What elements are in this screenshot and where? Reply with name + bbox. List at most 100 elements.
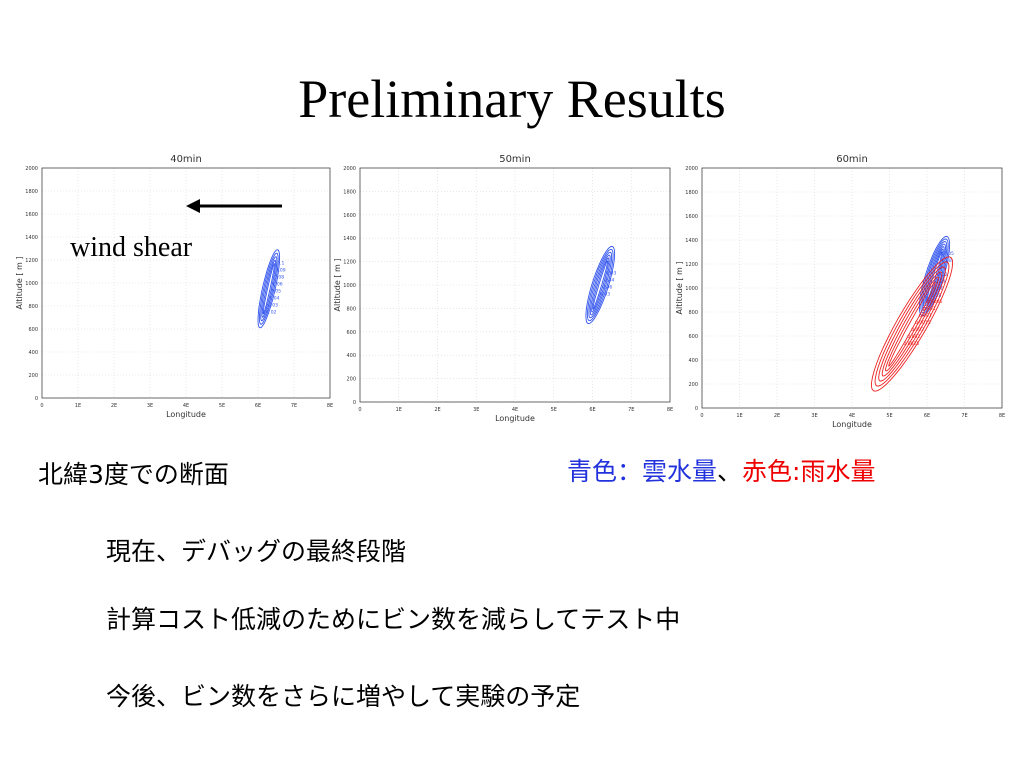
y-tick-label: 1400 (25, 235, 38, 241)
y-tick-label: 1000 (685, 286, 698, 292)
y-tick-label: 1200 (685, 262, 698, 268)
plot-frame (41, 167, 331, 399)
plot-60min-svg: 60min 0 200 400 600 800 1000 1200 1400 1600 1800 20… (675, 154, 1005, 429)
legend-separator: 、 (717, 457, 743, 486)
y-tick-label: 0 (695, 406, 698, 412)
plot-frame (359, 167, 671, 403)
y-tick-label: 1600 (685, 214, 698, 220)
x-tick-label: 0 (700, 413, 703, 419)
contour-line (924, 246, 945, 306)
y-tick-label: 1800 (343, 189, 356, 195)
x-tick-label: 1E (75, 403, 81, 409)
contour-label: 0.08 (942, 258, 952, 264)
x-tick-label: 4E (849, 413, 855, 419)
x-axis-label: Longitude (832, 420, 872, 429)
cloud_water-contours: 0.10.090.080.060.050.040.030.02 (257, 249, 286, 329)
contour-label: 0.05 (271, 288, 281, 294)
y-tick-label: 1400 (343, 236, 356, 242)
plot-frame (701, 167, 1003, 409)
y-tick-label: 2000 (685, 166, 698, 172)
y-tick-label: 600 (346, 330, 356, 336)
y-tick-label: 400 (28, 350, 38, 356)
cloud_water-contours: 0.030.040.060.03 (585, 245, 617, 325)
contour-line (870, 256, 954, 392)
slide-title: Preliminary Results (298, 69, 726, 129)
contour-line (878, 266, 946, 382)
chart-title: 50min (499, 154, 531, 165)
y-tick-label: 1800 (25, 189, 38, 195)
y-tick-label: 400 (688, 358, 698, 364)
y-tick-label: 2000 (25, 166, 38, 172)
wind-shear-label: wind shear (70, 232, 193, 263)
y-tick-label: 1400 (685, 238, 698, 244)
legend-cloud-water: 青色：雲水量 (567, 457, 718, 486)
y-tick-label: 1800 (685, 190, 698, 196)
y-tick-label: 1000 (25, 281, 38, 287)
contour-line (585, 245, 616, 325)
y-tick-label: 0 (353, 400, 356, 406)
section-label: 北緯3度での断面 (38, 460, 229, 489)
contour-label: 0.0025 (903, 341, 919, 347)
x-tick-label: 6E (589, 407, 595, 413)
contour-label: 0.12 (938, 272, 948, 278)
contour-line (921, 241, 948, 311)
chart-title: 60min (836, 154, 868, 165)
contour-label: 0.0005 (927, 299, 943, 305)
x-tick-label: 7E (291, 403, 297, 409)
contour-line (591, 257, 610, 313)
x-tick-label: 7E (961, 413, 967, 419)
y-tick-label: 600 (28, 327, 38, 333)
y-axis-label: Altitude [ m ] (333, 259, 342, 312)
plot-40min-svg: 40min 0 200 400 600 800 1000 1200 1400 1600 1800 20… (15, 154, 333, 419)
plot-60min: 60min 0 200 400 600 800 1000 1200 1400 1600 1800 20… (672, 150, 1012, 432)
bullet-item: 現在、デバッグの最終段階 (106, 537, 407, 566)
y-tick-label: 800 (688, 310, 698, 316)
contour-label: 0.04 (269, 295, 279, 301)
contour-line (589, 254, 611, 316)
contour-label: 0.03 (268, 302, 278, 308)
contour-label: 0.001 (923, 306, 936, 312)
plot-50min-svg: 50min 0 200 400 600 800 1000 1200 1400 1600 1800 20… (333, 154, 673, 423)
x-tick-label: 3E (147, 403, 153, 409)
x-tick-label: 8E (327, 403, 333, 409)
wind-shear-arrow-icon (186, 199, 282, 213)
x-tick-label: 1E (396, 407, 402, 413)
contour-label: 0.002 (911, 327, 924, 333)
bullet-item: 計算コスト低減のためにビン数を減らしてテスト中 (106, 605, 681, 634)
contour-label: 0.02 (266, 309, 276, 315)
y-tick-label: 1000 (343, 283, 356, 289)
x-tick-label: 5E (886, 413, 892, 419)
contour-label: 0.03 (606, 271, 616, 277)
contour-label: 0.06 (602, 285, 612, 291)
contour-label: 0.08 (274, 274, 284, 280)
y-tick-label: 1600 (25, 212, 38, 218)
y-tick-label: 1200 (25, 258, 38, 264)
contour-label: 0.16 (933, 286, 943, 292)
x-tick-label: 8E (667, 407, 673, 413)
contour-line (260, 256, 278, 322)
plot-40min: 40min 0 200 400 600 800 1000 1200 1400 1600 1800 20… (12, 150, 338, 422)
y-tick-label: 400 (346, 353, 356, 359)
chart-title: 40min (170, 154, 202, 165)
x-axis-label: Longitude (495, 414, 535, 423)
contour-label: 0.001 (919, 313, 932, 319)
x-tick-label: 2E (774, 413, 780, 419)
contour-label: 0.06 (273, 281, 283, 287)
x-tick-label: 7E (628, 407, 634, 413)
x-tick-label: 6E (924, 413, 930, 419)
x-tick-label: 5E (551, 407, 557, 413)
y-tick-label: 2000 (343, 166, 356, 172)
x-tick-label: 6E (255, 403, 261, 409)
x-tick-label: 3E (811, 413, 817, 419)
y-tick-label: 200 (28, 373, 38, 379)
y-tick-label: 800 (28, 304, 38, 310)
contour-label: 0.18 (931, 293, 941, 299)
contour-line (258, 252, 279, 325)
y-tick-label: 1600 (343, 213, 356, 219)
x-tick-label: 2E (111, 403, 117, 409)
x-tick-label: 4E (512, 407, 518, 413)
y-tick-label: 600 (688, 334, 698, 340)
x-tick-label: 1E (736, 413, 742, 419)
y-tick-label: 800 (346, 306, 356, 312)
